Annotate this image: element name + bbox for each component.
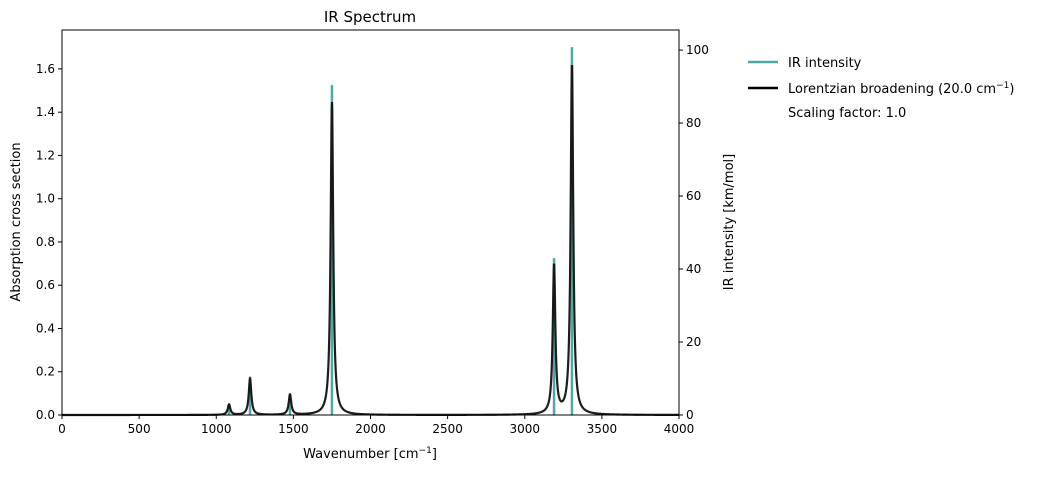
x-tick-label: 3000 (509, 422, 540, 436)
y2-tick-label: 40 (686, 262, 701, 276)
x-axis-label: Wavenumber [cm−1] (303, 446, 437, 462)
y2-axis-label: IR intensity [km/mol] (722, 154, 737, 290)
x-tick-label: 500 (128, 422, 151, 436)
legend-label-ir-intensity: IR intensity (788, 56, 862, 71)
chart-title: IR Spectrum (324, 8, 416, 26)
y2-tick-label: 60 (686, 189, 701, 203)
plot-frame (61, 29, 680, 416)
y-tick-label: 1.2 (36, 148, 55, 162)
x-tick-label: 4000 (664, 422, 695, 436)
lorentzian-curve (62, 65, 679, 417)
y2-tick-label: 100 (686, 43, 709, 57)
y2-tick-label: 0 (686, 408, 694, 422)
y-tick-label: 0.2 (36, 365, 55, 379)
x-tick-label: 1000 (201, 422, 232, 436)
x-tick-label: 0 (58, 422, 66, 436)
y-tick-label: 0.6 (36, 278, 55, 292)
y-axis-label: Absorption cross section (9, 142, 24, 301)
y-tick-label: 0.8 (36, 235, 55, 249)
x-tick-label: 1500 (278, 422, 309, 436)
y-tick-label: 0.4 (36, 321, 55, 335)
y-tick-label: 1.6 (36, 62, 55, 76)
y2-tick-label: 80 (686, 116, 701, 130)
x-tick-label: 2500 (432, 422, 463, 436)
y-tick-label: 1.0 (36, 192, 55, 206)
legend-scaling-factor: Scaling factor: 1.0 (788, 106, 906, 121)
y-tick-label: 1.4 (36, 105, 55, 119)
y2-tick-label: 20 (686, 335, 701, 349)
legend-label-lorentzian: Lorentzian broadening (20.0 cm−1) (788, 81, 1014, 97)
x-tick-label: 3500 (587, 422, 618, 436)
y-tick-label: 0.0 (36, 408, 55, 422)
x-tick-label: 2000 (355, 422, 386, 436)
legend: IR intensity Lorentzian broadening (20.0… (748, 56, 1014, 121)
